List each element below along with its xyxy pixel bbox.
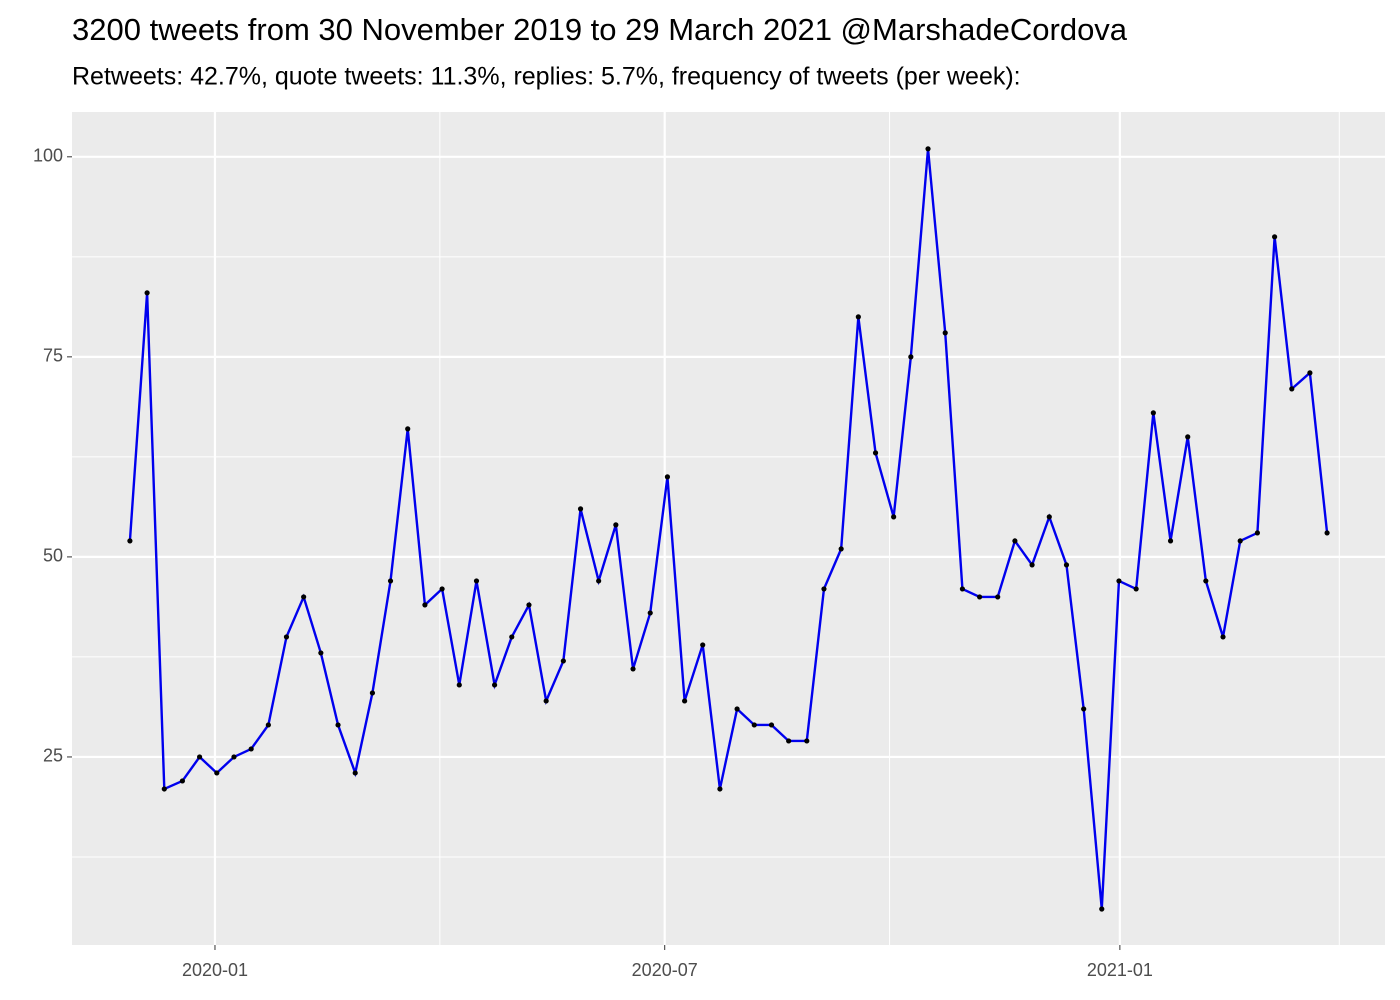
y-tick-label: 75: [43, 346, 63, 366]
point: [1254, 530, 1261, 536]
point: [352, 770, 358, 776]
point: [439, 586, 445, 592]
point: [1046, 514, 1052, 520]
point: [456, 682, 462, 688]
point: [543, 698, 549, 704]
x-tick-label: 2020-07: [632, 960, 698, 980]
y-tick-label: 100: [33, 146, 63, 166]
point: [1063, 562, 1070, 568]
point: [196, 754, 203, 760]
point: [509, 634, 515, 640]
y-tick-label: 25: [43, 746, 63, 766]
point: [1185, 434, 1191, 440]
point: [630, 666, 636, 672]
line: [128, 148, 1329, 910]
point: [959, 586, 966, 592]
plot-panel: [72, 112, 1385, 945]
point: [405, 426, 411, 432]
point: [179, 778, 185, 784]
point: [995, 594, 1001, 600]
chart-title: 3200 tweets from 30 November 2019 to 29 …: [72, 12, 1128, 47]
point: [596, 578, 602, 584]
x-tick-label: 2021-01: [1087, 960, 1153, 980]
point: [891, 514, 897, 520]
point: [908, 354, 914, 360]
point: [1167, 538, 1174, 544]
point: [1307, 370, 1313, 376]
point: [613, 522, 619, 528]
point: [422, 602, 428, 608]
point: [265, 722, 271, 728]
point: [369, 690, 376, 696]
point: [577, 506, 584, 512]
point: [1150, 410, 1156, 416]
chart-subtitle: Retweets: 42.7%, quote tweets: 11.3%, re…: [72, 63, 1021, 91]
point: [473, 578, 480, 584]
point: [804, 738, 810, 744]
point: [491, 682, 498, 688]
point: [161, 786, 167, 792]
point: [144, 290, 150, 296]
point: [942, 330, 948, 336]
point: [560, 658, 566, 664]
point: [734, 706, 740, 712]
point: [1203, 578, 1209, 584]
point: [821, 586, 827, 592]
point: [1237, 538, 1243, 544]
point: [283, 634, 290, 640]
point: [387, 578, 394, 584]
point: [127, 538, 133, 544]
point: [1081, 706, 1087, 712]
point: [768, 722, 775, 728]
point: [700, 642, 706, 648]
point: [925, 146, 931, 152]
point: [664, 474, 671, 480]
y-tick-label: 50: [43, 546, 63, 566]
point: [1116, 578, 1122, 584]
point: [786, 738, 792, 744]
point: [855, 314, 861, 320]
x-tick-label: 2020-01: [182, 960, 248, 980]
point: [526, 602, 532, 608]
point: [977, 594, 983, 600]
point: [248, 746, 254, 752]
point: [318, 650, 324, 656]
point: [1099, 906, 1105, 912]
point: [1289, 386, 1295, 392]
point: [682, 698, 688, 704]
point: [231, 754, 237, 760]
point: [301, 594, 307, 600]
point: [1029, 562, 1035, 568]
point: [647, 610, 653, 616]
point: [1133, 586, 1139, 592]
point: [1220, 634, 1226, 640]
point: [1012, 538, 1018, 544]
point: [214, 770, 220, 776]
point: [717, 786, 723, 792]
point: [1272, 234, 1278, 240]
point: [838, 546, 844, 552]
point: [751, 722, 757, 728]
point: [1324, 530, 1330, 536]
point: [335, 722, 341, 728]
point: [872, 450, 879, 456]
